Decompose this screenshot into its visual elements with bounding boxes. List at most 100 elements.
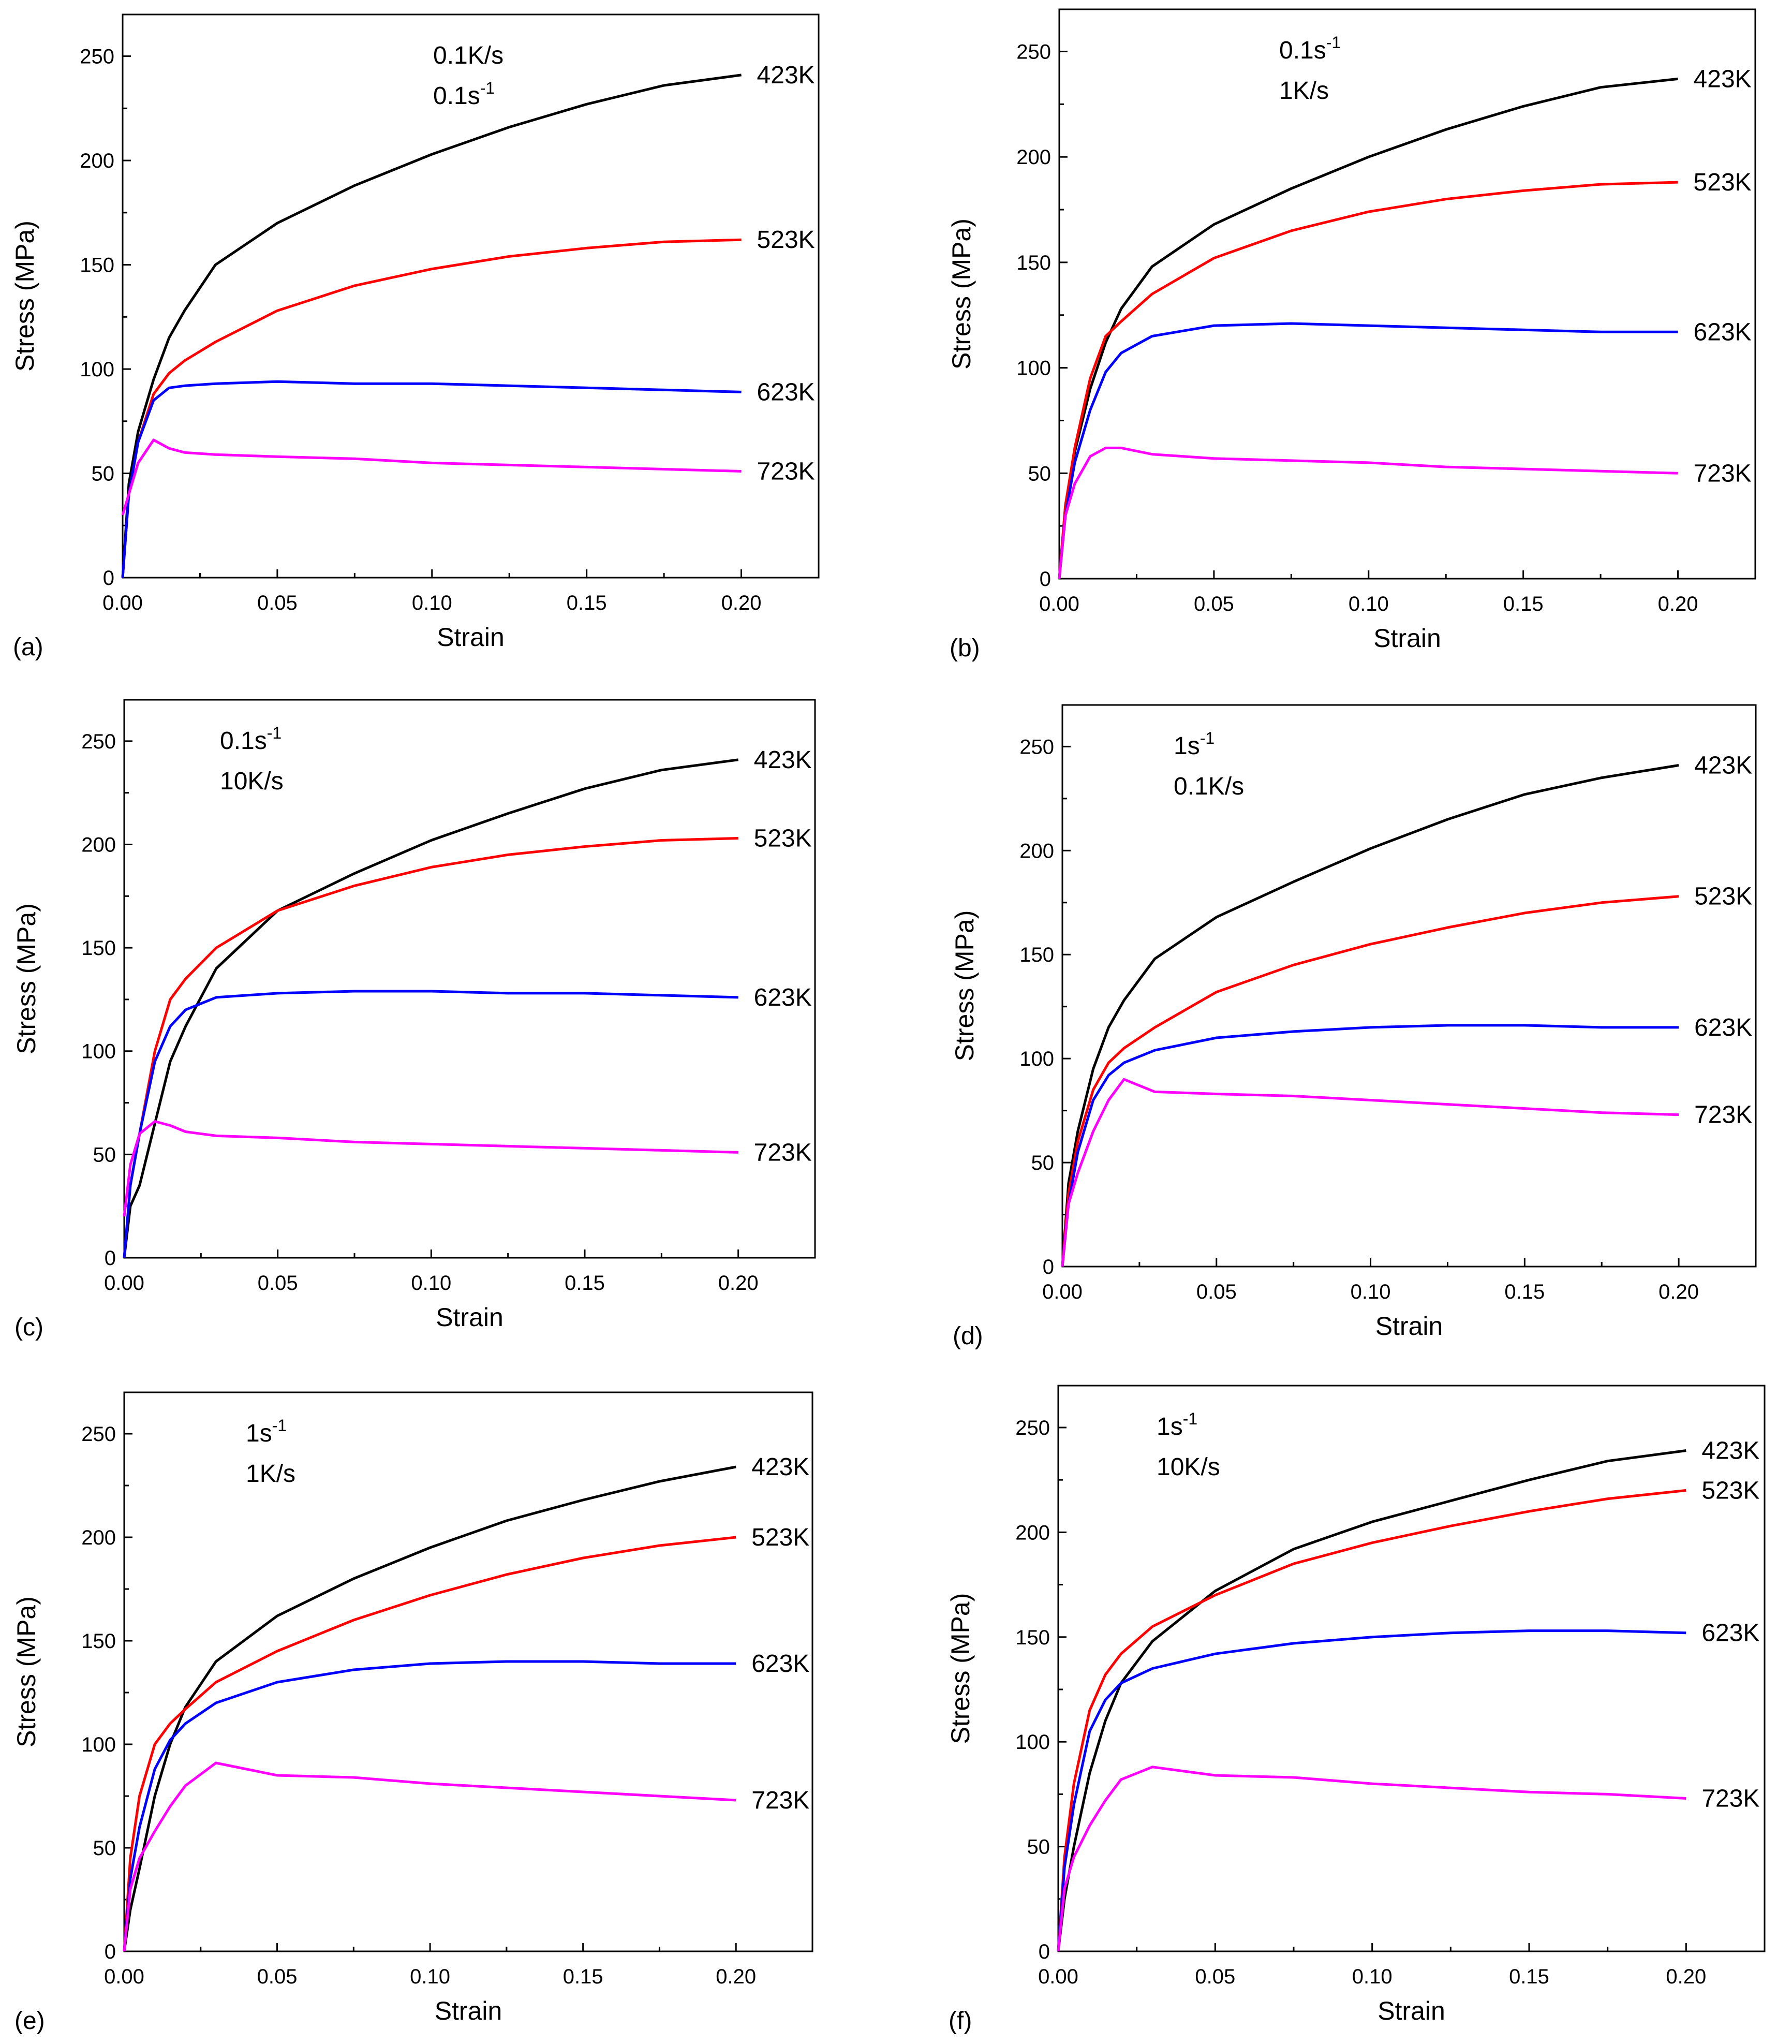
y-tick-label: 100	[1019, 1048, 1054, 1070]
series-end-label: 623K	[754, 984, 812, 1011]
plot-frame	[123, 699, 816, 1259]
y-tick-label: 200	[1019, 840, 1054, 862]
x-tick-label: 0.15	[565, 1272, 605, 1295]
x-axis-label: Strain	[1375, 1312, 1443, 1341]
condition-annotation: 1s-1	[246, 1416, 287, 1447]
x-tick-label: 0.00	[1042, 1281, 1083, 1303]
chart-panel: 0.00 0.05 0.10 0.15 0.20 0 50 100 150 200 250 Strai…	[946, 1385, 1766, 2035]
condition-annotation: 1s-1	[1157, 1409, 1197, 1440]
series-line-423K	[123, 1465, 736, 1952]
series-line-723K	[1058, 446, 1678, 579]
chart-panel: 0.00 0.05 0.10 0.15 0.20 0 50 100 150 200 250 Strai…	[950, 704, 1757, 1350]
condition-annotation: 0.1s-1	[1279, 33, 1341, 64]
x-tick-label: 0.05	[257, 592, 298, 614]
series-end-label: 523K	[757, 226, 815, 254]
plot-frame	[122, 13, 820, 579]
x-axis-label: Strain	[435, 1996, 502, 2025]
series-end-label: 523K	[1701, 1477, 1759, 1504]
y-tick-label: 150	[1019, 944, 1054, 966]
y-tick-label: 50	[92, 463, 115, 486]
y-tick-label: 200	[1016, 146, 1051, 169]
condition-annotation: 10K/s	[1157, 1453, 1220, 1481]
x-tick-label: 0.05	[258, 1272, 298, 1295]
y-tick-label: 0	[103, 567, 114, 590]
panel-label: (d)	[953, 1322, 983, 1350]
x-tick-label: 0.20	[721, 592, 762, 614]
y-tick-label: 250	[81, 1423, 116, 1446]
series-line-623K	[1057, 1629, 1686, 1952]
y-axis-label: Stress (MPa)	[12, 1596, 41, 1747]
x-tick-label: 0.10	[412, 592, 452, 614]
y-tick-label: 50	[93, 1837, 116, 1860]
x-tick-label: 0.20	[1658, 1281, 1699, 1303]
x-tick-label: 0.05	[1194, 593, 1234, 615]
panel-label: (f)	[949, 2007, 972, 2035]
y-tick-label: 100	[81, 1040, 116, 1063]
series-end-label: 723K	[751, 1787, 809, 1814]
x-tick-label: 0.00	[104, 1965, 144, 1988]
series-line-423K	[121, 73, 742, 578]
y-tick-label: 50	[93, 1143, 116, 1166]
x-axis-label: Strain	[1378, 1996, 1445, 2025]
series-line-723K	[123, 1761, 736, 1952]
y-axis-label: Stress (MPa)	[946, 1593, 975, 1744]
condition-annotation: 1K/s	[246, 1460, 295, 1488]
x-tick-label: 0.20	[1666, 1965, 1706, 1988]
x-tick-label: 0.15	[563, 1965, 603, 1988]
x-tick-label: 0.20	[718, 1272, 759, 1295]
x-tick-label: 0.00	[104, 1272, 144, 1295]
x-tick-label: 0.10	[1349, 593, 1389, 615]
series-end-label: 623K	[1694, 1014, 1752, 1041]
series-line-523K	[1061, 895, 1679, 1267]
x-tick-label: 0.05	[1195, 1965, 1235, 1988]
y-tick-label: 0	[1040, 568, 1051, 591]
y-tick-label: 250	[1015, 1417, 1050, 1439]
chart-panel: 0.00 0.05 0.10 0.15 0.20 0 50 100 150 200 250 Strai…	[12, 699, 816, 1341]
y-tick-label: 200	[1015, 1521, 1050, 1544]
y-tick-label: 50	[1027, 1836, 1050, 1859]
y-tick-label: 100	[80, 358, 114, 381]
x-axis-label: Strain	[437, 623, 505, 652]
series-end-label: 423K	[754, 746, 812, 774]
y-tick-label: 150	[81, 1630, 116, 1653]
series-end-label: 423K	[751, 1453, 809, 1481]
series-line-523K	[1058, 181, 1678, 579]
series-line-723K	[1061, 1078, 1679, 1267]
plot-frame	[123, 1391, 813, 1952]
y-axis-label: Stress (MPa)	[10, 220, 39, 372]
condition-annotation: 1s-1	[1174, 729, 1215, 760]
series-line-523K	[123, 1536, 736, 1952]
series-line-523K	[1057, 1489, 1686, 1952]
x-tick-label: 0.15	[1509, 1965, 1549, 1988]
y-tick-label: 250	[1016, 40, 1051, 63]
chart-panel: 0.00 0.05 0.10 0.15 0.20 0 50 100 150 200 250 Strai…	[12, 1391, 813, 2035]
series-end-label: 723K	[1701, 1785, 1759, 1812]
x-tick-label: 0.05	[257, 1965, 298, 1988]
series-end-label: 723K	[754, 1139, 812, 1166]
chart-panel: 0.00 0.05 0.10 0.15 0.20 0 50 100 150 200 250 Strai…	[10, 13, 820, 661]
x-axis-label: Strain	[1373, 624, 1441, 653]
series-end-label: 623K	[1701, 1620, 1759, 1647]
x-tick-label: 0.10	[1351, 1281, 1391, 1303]
series-end-label: 523K	[754, 825, 812, 852]
x-tick-label: 0.10	[1352, 1965, 1393, 1988]
series-end-label: 423K	[1701, 1437, 1759, 1464]
y-tick-label: 50	[1031, 1152, 1055, 1174]
y-tick-label: 200	[81, 1526, 116, 1549]
condition-annotation: 0.1K/s	[433, 42, 503, 69]
x-tick-label: 0.05	[1196, 1281, 1237, 1303]
y-tick-label: 150	[80, 254, 114, 277]
series-line-523K	[121, 238, 742, 578]
series-end-label: 523K	[751, 1524, 809, 1551]
panel-label: (b)	[950, 635, 980, 662]
x-tick-label: 0.00	[1038, 1965, 1078, 1988]
x-tick-label: 0.10	[411, 1272, 451, 1295]
series-end-label: 423K	[1694, 752, 1752, 780]
y-tick-label: 200	[80, 150, 114, 172]
plot-frame	[1061, 704, 1757, 1268]
series-end-label: 523K	[1694, 169, 1752, 196]
condition-annotation: 1K/s	[1279, 77, 1329, 105]
y-axis-label: Stress (MPa)	[947, 218, 976, 370]
x-tick-label: 0.15	[567, 592, 607, 614]
